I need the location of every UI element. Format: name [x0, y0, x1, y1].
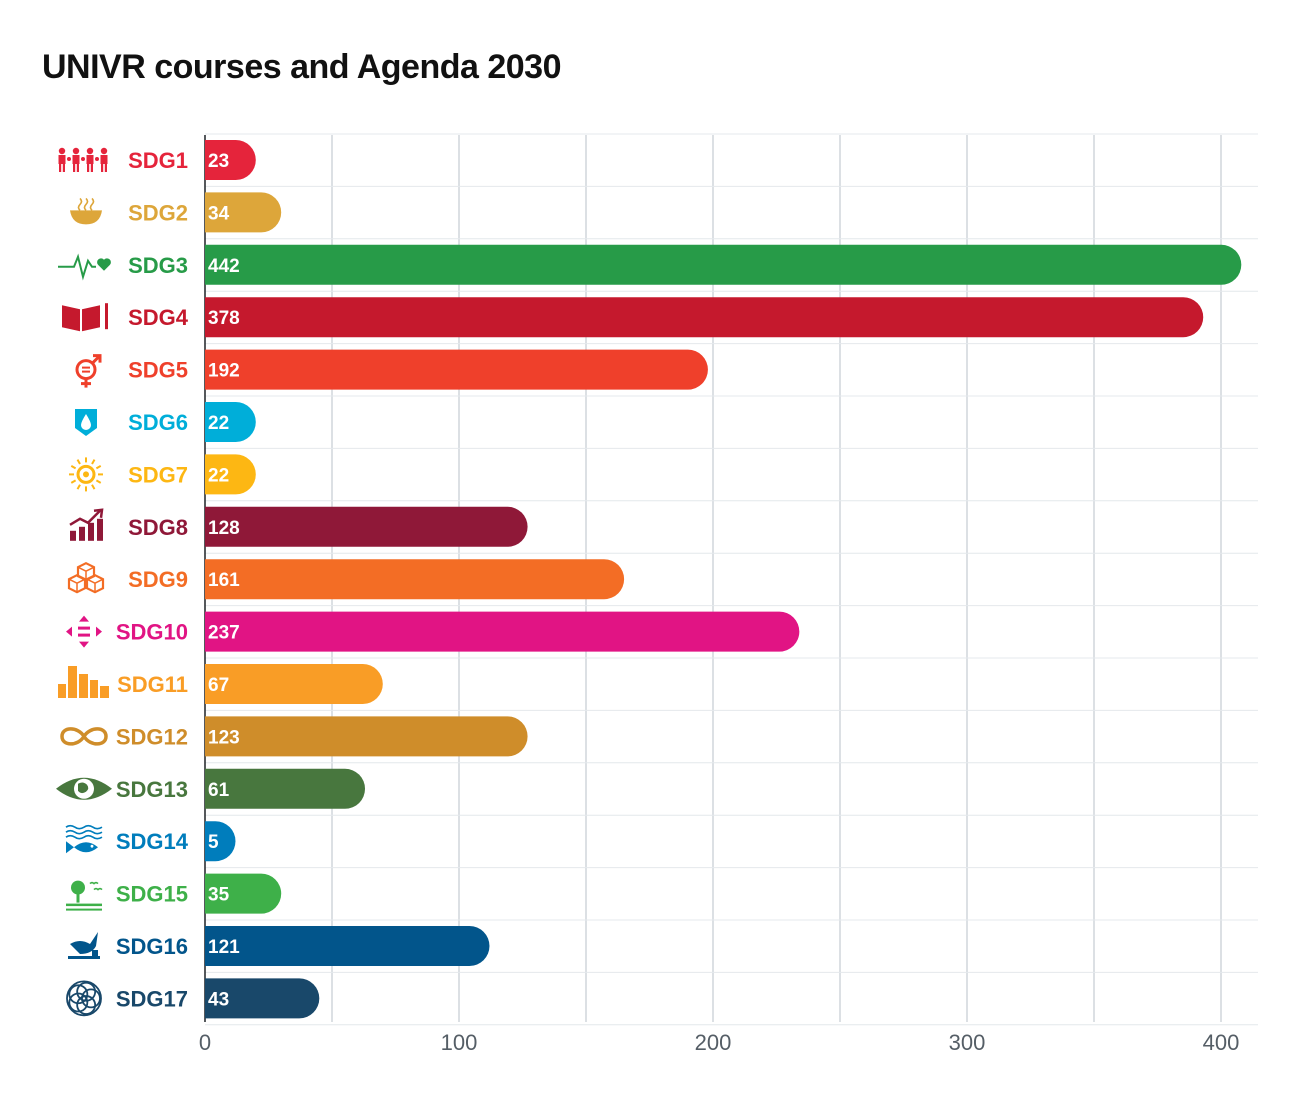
- bar-row-sdg14: 5 SDG14: [65, 821, 236, 862]
- eye-globe-icon: [56, 777, 112, 800]
- category-label: SDG5: [128, 358, 188, 383]
- bar-row-sdg10: 237 SDG10: [66, 611, 800, 652]
- water-drop-icon: [75, 409, 97, 436]
- equality-arrows-icon: [66, 615, 102, 648]
- bar-row-sdg16: 121 SDG16: [68, 926, 490, 966]
- data-label: 35: [208, 885, 230, 906]
- bar-sdg10: [205, 611, 800, 652]
- bar-sdg17: [205, 978, 320, 1019]
- x-tick-label: 300: [949, 1030, 986, 1055]
- bar-sdg9: [205, 559, 625, 600]
- bar-row-sdg1: 23 SDG1: [58, 140, 256, 180]
- data-label: 67: [208, 675, 229, 696]
- bar-sdg11: [205, 664, 383, 704]
- growth-chart-icon: [69, 508, 104, 541]
- data-label: 22: [208, 465, 229, 486]
- bar-sdg12: [205, 716, 528, 757]
- flower-rings-icon: [66, 980, 102, 1017]
- data-label: 123: [208, 727, 240, 748]
- bar-sdg16: [205, 926, 490, 966]
- category-label: SDG16: [116, 934, 188, 959]
- bar-row-sdg13: 61 SDG13: [56, 768, 366, 809]
- data-label: 237: [208, 623, 240, 644]
- book-icon: [62, 303, 108, 332]
- dove-icon: [68, 932, 100, 959]
- heartbeat-icon: [58, 253, 111, 281]
- data-label: 128: [208, 518, 240, 539]
- x-tick-label: 0: [199, 1030, 211, 1055]
- infinity-icon: [60, 727, 108, 746]
- bar-row-sdg3: 442 SDG3: [58, 244, 1242, 285]
- data-label: 5: [208, 832, 219, 853]
- category-label: SDG12: [116, 724, 188, 749]
- category-label: SDG10: [116, 620, 188, 645]
- bar-row-sdg11: 67 SDG11: [58, 664, 383, 704]
- bar-row-sdg4: 378 SDG4: [62, 297, 1204, 338]
- category-label: SDG13: [116, 777, 188, 802]
- bars: 23SDG134SDG2442SDG3378SDG4192SDG522SDG62…: [56, 140, 1242, 1019]
- bar-sdg1: [205, 140, 256, 180]
- data-label: 22: [208, 413, 229, 434]
- bowl-icon: [70, 197, 102, 225]
- bar-row-sdg17: 43 SDG17: [66, 978, 320, 1019]
- cubes-icon: [67, 561, 105, 594]
- category-label: SDG2: [128, 200, 188, 225]
- bar-row-sdg6: 22 SDG6: [75, 402, 256, 442]
- bar-row-sdg9: 161 SDG9: [67, 559, 625, 600]
- category-label: SDG4: [128, 305, 189, 330]
- data-label: 378: [208, 308, 240, 329]
- people-icon: [58, 147, 108, 172]
- category-label: SDG14: [116, 829, 189, 854]
- category-label: SDG6: [128, 410, 188, 435]
- data-label: 192: [208, 361, 240, 382]
- bar-sdg5: [205, 349, 708, 390]
- data-label: 161: [208, 570, 240, 591]
- bar-sdg14: [205, 821, 236, 862]
- bar-sdg13: [205, 768, 366, 809]
- bar-sdg6: [205, 402, 256, 442]
- bar-sdg15: [205, 873, 282, 914]
- x-tick-label: 400: [1203, 1030, 1240, 1055]
- bar-row-sdg7: 22 SDG7: [69, 454, 256, 495]
- category-label: SDG15: [116, 882, 188, 907]
- x-tick-label: 100: [441, 1030, 478, 1055]
- category-label: SDG8: [128, 515, 188, 540]
- data-label: 43: [208, 989, 229, 1010]
- bar-row-sdg5: 192 SDG5: [75, 349, 708, 390]
- x-axis-ticks: 0 100 200 300 400: [199, 1030, 1239, 1055]
- city-icon: [58, 666, 109, 698]
- bar-row-sdg2: 34 SDG2: [70, 192, 282, 233]
- bar-row-sdg12: 123 SDG12: [60, 716, 528, 757]
- category-label: SDG9: [128, 567, 188, 592]
- bar-sdg7: [205, 454, 256, 495]
- x-tick-label: 200: [695, 1030, 732, 1055]
- bar-sdg2: [205, 192, 282, 233]
- data-label: 121: [208, 937, 240, 958]
- gender-equality-icon: [75, 354, 102, 388]
- tree-icon: [66, 880, 103, 911]
- bar-sdg4: [205, 297, 1204, 338]
- data-label: 442: [208, 256, 240, 277]
- sun-energy-icon: [69, 457, 103, 492]
- data-label: 61: [208, 780, 230, 801]
- data-label: 34: [208, 203, 230, 224]
- fish-icon: [65, 824, 103, 854]
- category-label: SDG11: [117, 672, 188, 697]
- bar-sdg8: [205, 506, 528, 547]
- bar-row-sdg15: 35 SDG15: [66, 873, 282, 914]
- chart-title: UNIVR courses and Agenda 2030: [42, 48, 561, 86]
- category-label: SDG1: [128, 148, 188, 173]
- data-label: 23: [208, 151, 229, 172]
- bar-row-sdg8: 128 SDG8: [69, 506, 528, 547]
- category-label: SDG7: [128, 462, 188, 487]
- category-label: SDG3: [128, 253, 188, 278]
- bar-sdg3: [205, 244, 1242, 285]
- category-label: SDG17: [116, 986, 188, 1011]
